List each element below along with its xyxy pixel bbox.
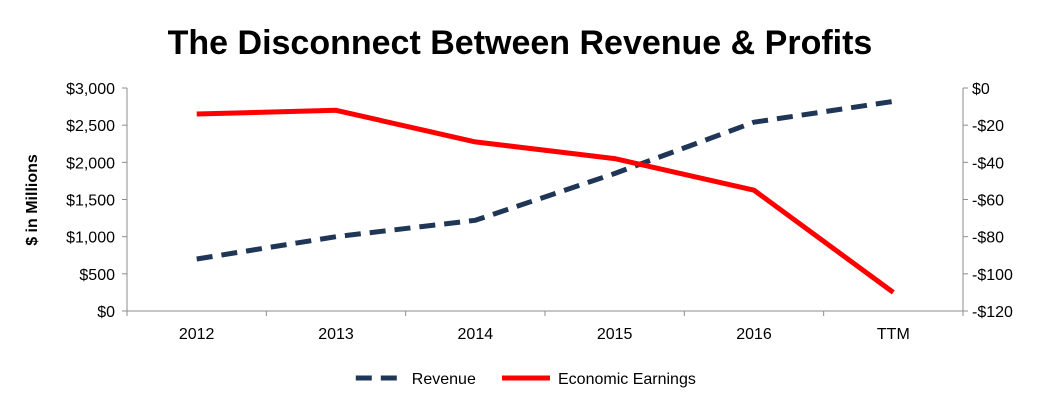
right-tick-label: -$80 — [972, 230, 1004, 247]
x-tick-label: 2016 — [736, 326, 772, 343]
left-tick-label: $2,000 — [66, 155, 115, 172]
legend: Revenue Economic Earnings — [355, 371, 696, 388]
left-tick-label: $0 — [97, 304, 115, 321]
left-axis-ticks: $0 $500 $1,000 $1,500 $2,000 $2,500 $3,000 — [66, 81, 127, 321]
x-tick-label: 2014 — [458, 326, 494, 343]
economic-earnings-line — [196, 107, 895, 295]
right-tick-label: -$100 — [972, 267, 1013, 284]
left-tick-label: $1,000 — [66, 230, 115, 247]
left-tick-label: $1,500 — [66, 193, 115, 210]
revenue-line — [196, 98, 894, 262]
legend-label-economic-earnings: Economic Earnings — [558, 371, 696, 388]
right-axis-ticks: $0 -$20 -$40 -$60 -$80 -$100 -$120 — [963, 81, 1013, 321]
right-tick-label: -$20 — [972, 118, 1004, 135]
y-axis-label: $ in Millions — [24, 154, 41, 246]
left-tick-label: $2,500 — [66, 118, 115, 135]
x-tick-label: 2012 — [179, 326, 215, 343]
right-tick-label: $0 — [972, 81, 990, 98]
x-tick-label: TTM — [877, 326, 910, 343]
right-tick-label: -$120 — [972, 304, 1013, 321]
legend-label-revenue: Revenue — [412, 371, 476, 388]
chart-title: The Disconnect Between Revenue & Profits — [168, 24, 873, 62]
x-axis-ticks: 2012 2013 2014 2015 2016 TTM — [126, 311, 964, 343]
x-tick-label: 2013 — [318, 326, 354, 343]
left-tick-label: $500 — [79, 267, 115, 284]
left-tick-label: $3,000 — [66, 81, 115, 98]
right-tick-label: -$60 — [972, 193, 1004, 210]
x-tick-label: 2015 — [597, 326, 633, 343]
series-lines — [196, 98, 895, 295]
right-tick-label: -$40 — [972, 155, 1004, 172]
